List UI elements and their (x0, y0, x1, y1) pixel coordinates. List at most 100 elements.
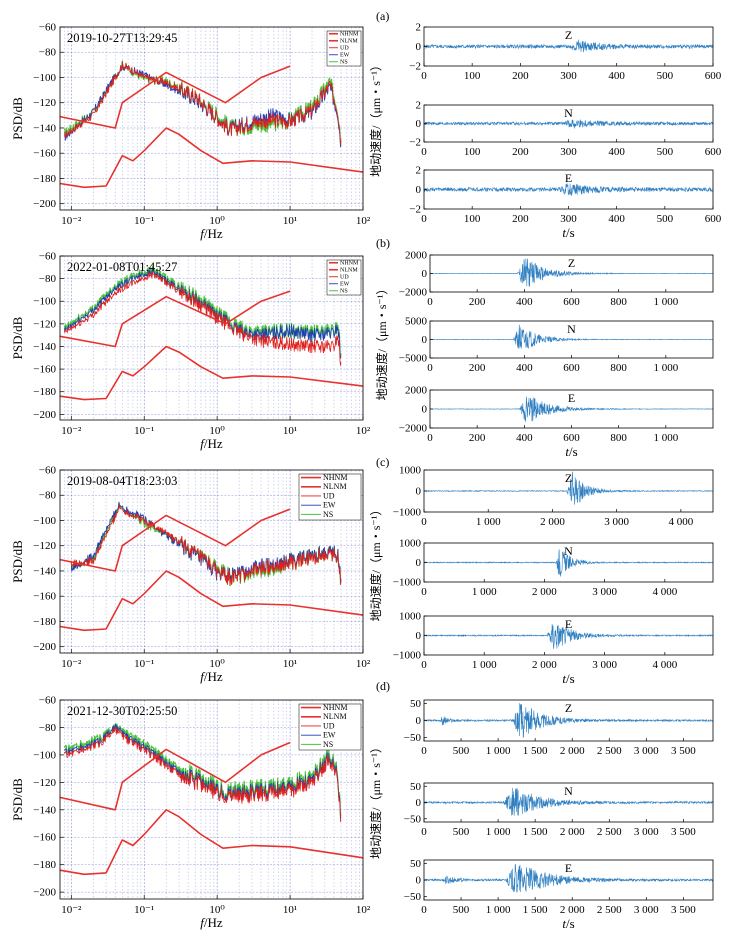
seismogram-xtick-label: 2 500 (597, 904, 622, 916)
seismogram-ytick-label: −2 (409, 61, 421, 73)
psd-series-ud (70, 504, 342, 587)
seismogram-xtick-label: 1 000 (653, 362, 678, 374)
seismogram-ytick-label: 0 (416, 118, 422, 130)
seismogram-xtick-label: 200 (512, 146, 529, 158)
seismogram-ytick-label: 2 (416, 100, 422, 112)
psd-legend-entry: NHNM (323, 703, 347, 712)
seismogram-xtick-label: 2 000 (560, 904, 585, 916)
psd-ytick-label: −200 (33, 409, 56, 421)
psd-legend-entry: NHNM (323, 473, 347, 482)
psd-ytick-label: −160 (33, 591, 56, 603)
psd-ytick-label: −200 (33, 887, 56, 899)
seismogram-xtick-label: 500 (453, 904, 470, 916)
seismogram-trace (429, 324, 714, 349)
seismogram-component-label: Z (565, 28, 572, 42)
seismogram-xtick-label: 3 000 (592, 659, 617, 671)
psd-xlabel-symbol: f (200, 226, 206, 241)
psd-series-ns (63, 60, 342, 144)
seismogram-ylabel: 地动速度/（μm・s⁻¹） (368, 504, 383, 622)
seismogram-xtick-label: 2 500 (597, 826, 622, 838)
seismogram-ytick-label: 0 (422, 334, 428, 346)
seismogram-ytick-label: 1000 (399, 465, 422, 477)
seismogram-trace (423, 182, 714, 196)
seismogram-component-label: N (564, 784, 573, 798)
psd-legend-entry: UD (340, 275, 349, 281)
psd-xtick-label: 10⁻¹ (134, 215, 154, 227)
seismogram-component-label: N (564, 106, 573, 120)
seismogram-xtick-label: 300 (560, 70, 577, 82)
seismogram-xtick-label: 800 (610, 362, 627, 374)
seismogram-xtick-label: 2 000 (560, 745, 585, 757)
psd-legend-entry: NHNM (340, 32, 359, 38)
psd-xtick-label: 10⁻² (61, 215, 82, 227)
psd-ytick-label: −180 (33, 616, 56, 628)
seismogram-trace (429, 396, 714, 423)
psd-ytick-label: −140 (33, 565, 56, 577)
seismogram-trace (423, 549, 714, 577)
psd-xlabel-symbol: f (200, 436, 206, 451)
psd-xtick-label: 10⁰ (209, 904, 225, 916)
seismogram-ylabel: 地动速度/（μm・s⁻¹） (374, 283, 389, 401)
psd-xlabel: f/Hz (200, 915, 223, 930)
psd-title: 2019-10-27T13:29:45 (67, 31, 177, 45)
psd-xtick-label: 10⁻² (61, 904, 82, 916)
psd-ytick-label: −180 (33, 859, 56, 871)
seismogram-trace (423, 703, 714, 738)
seismogram-xtick-label: 100 (464, 70, 481, 82)
psd-ytick-label: −120 (33, 318, 56, 330)
seismogram-xlabel-symbol: t (562, 225, 566, 240)
seismogram-xtick-label: 500 (657, 213, 674, 225)
seismogram-xtick-label: 400 (516, 296, 533, 308)
seismogram-ytick-label: 50 (410, 858, 422, 870)
psd-legend-entry: NHNM (340, 261, 359, 267)
seismogram-xtick-label: 1 500 (523, 826, 548, 838)
seismogram-xlabel: t/s (562, 671, 574, 686)
seismogram-xtick-label: 0 (427, 432, 433, 444)
psd-ylabel: PSD/dB (10, 540, 25, 583)
psd-ytick-label: −120 (33, 97, 56, 109)
seismogram-xlabel-unit: /s (569, 444, 578, 459)
seismogram-xtick-label: 3 500 (671, 745, 696, 757)
psd-legend-entry: UD (323, 721, 335, 730)
psd-series-ew (63, 268, 342, 359)
seismogram-xtick-label: 500 (453, 745, 470, 757)
seismogram-xtick-label: 500 (657, 146, 674, 158)
psd-ytick-label: −100 (33, 296, 56, 308)
psd-legend-entry: NS (323, 740, 333, 749)
seismogram-ytick-label: 0 (416, 797, 422, 809)
seismogram-xlabel-unit: /s (566, 225, 575, 240)
seismogram-xtick-label: 1 000 (486, 745, 511, 757)
psd-xtick-label: 10² (356, 425, 371, 437)
seismogram-ytick-label: −1000 (393, 650, 422, 662)
psd-legend-entry: UD (340, 46, 349, 52)
seismogram-xtick-label: 1 000 (653, 432, 678, 444)
seismogram-xtick-label: 3 000 (634, 826, 659, 838)
psd-xtick-label: 10¹ (283, 904, 297, 916)
seismogram-ytick-label: 0 (416, 557, 422, 569)
psd-legend-entry: NS (323, 510, 333, 519)
seismogram-xtick-label: 3 500 (671, 826, 696, 838)
psd-xtick-label: 10¹ (283, 658, 297, 670)
psd-title: 2022-01-08T01:45:27 (67, 260, 177, 274)
seismogram-ytick-label: 50 (410, 781, 422, 793)
seismogram-xtick-label: 1 000 (653, 296, 678, 308)
psd-legend-entry: NS (340, 289, 348, 295)
psd-ytick-label: −60 (39, 251, 57, 263)
psd-xlabel: f/Hz (200, 436, 223, 451)
psd-ytick-label: −160 (33, 832, 56, 844)
seismogram-xtick-label: 0 (421, 146, 427, 158)
seismogram-xtick-label: 800 (610, 296, 627, 308)
seismogram-xtick-label: 3 000 (634, 745, 659, 757)
seismogram-trace (423, 119, 714, 129)
seismogram-ytick-label: −2000 (399, 287, 428, 299)
seismogram-xtick-label: 2 000 (560, 826, 585, 838)
seismogram-xtick-label: 2 500 (597, 745, 622, 757)
psd-xtick-label: 10⁰ (209, 215, 225, 227)
